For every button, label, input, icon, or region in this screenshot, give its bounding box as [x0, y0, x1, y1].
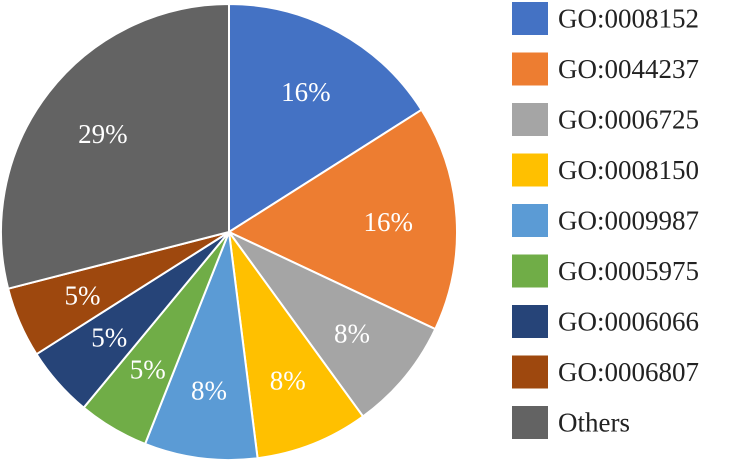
pie-slices — [0, 2, 458, 461]
slice-label-others: 29% — [78, 119, 128, 149]
slice-label-go-0009987: 8% — [191, 375, 227, 405]
slice-label-go-0008150: 8% — [270, 365, 306, 395]
legend-swatch-go-0006807 — [512, 355, 548, 389]
legend-item-go-0008150: GO:0008150 — [512, 153, 699, 187]
pie-slice-go-0044237 — [226, 108, 458, 331]
legend-swatch-go-0005975 — [512, 254, 548, 288]
legend: GO:0008152 GO:0044237 GO:0006725 GO:0008150… — [512, 2, 699, 439]
legend-label-go-0009987: GO:0009987 — [558, 206, 699, 236]
legend-item-go-0006807: GO:0006807 — [512, 355, 699, 389]
legend-label-go-0006066: GO:0006066 — [558, 307, 699, 337]
legend-item-go-0008152: GO:0008152 — [512, 2, 699, 35]
pie-slice-go-0009987 — [143, 231, 259, 461]
slice-label-go-0005975: 5% — [130, 354, 166, 384]
slice-label-go-0006725: 8% — [334, 319, 370, 349]
legend-label-others: Others — [558, 408, 630, 438]
legend-swatch-go-0009987 — [512, 204, 548, 237]
pie-slice-go-0008150 — [228, 231, 365, 460]
legend-item-go-0006725: GO:0006725 — [512, 103, 699, 136]
legend-swatch-go-0044237 — [512, 52, 548, 86]
legend-label-go-0008152: GO:0008152 — [558, 4, 699, 34]
slice-label-go-0006807: 5% — [65, 280, 101, 310]
legend-item-go-0006066: GO:0006066 — [512, 305, 699, 338]
pie-slice-go-0008152 — [228, 2, 423, 234]
pie-slice-go-0006725 — [228, 231, 437, 418]
legend-label-go-0005975: GO:0005975 — [558, 256, 699, 286]
slice-label-go-0006066: 5% — [91, 323, 127, 353]
legend-swatch-go-0006725 — [512, 103, 548, 136]
slice-label-go-0008152: 16% — [281, 77, 331, 107]
legend-item-go-0005975: GO:0005975 — [512, 254, 699, 288]
pie-slice-labels: 16%16%8%8%8%5%5%5%29% — [65, 77, 414, 405]
legend-label-go-0044237: GO:0044237 — [558, 54, 699, 84]
legend-item-others: Others — [512, 406, 630, 439]
legend-label-go-0008150: GO:0008150 — [558, 155, 699, 185]
pie-slice-others — [0, 2, 230, 290]
legend-swatch-go-0008152 — [512, 2, 548, 35]
legend-swatch-others — [512, 406, 548, 439]
legend-swatch-go-0006066 — [512, 305, 548, 338]
legend-swatch-go-0008150 — [512, 153, 548, 187]
legend-label-go-0006807: GO:0006807 — [558, 357, 699, 387]
legend-item-go-0009987: GO:0009987 — [512, 204, 699, 237]
slice-label-go-0044237: 16% — [364, 207, 414, 237]
legend-item-go-0044237: GO:0044237 — [512, 52, 699, 86]
legend-label-go-0006725: GO:0006725 — [558, 105, 699, 135]
